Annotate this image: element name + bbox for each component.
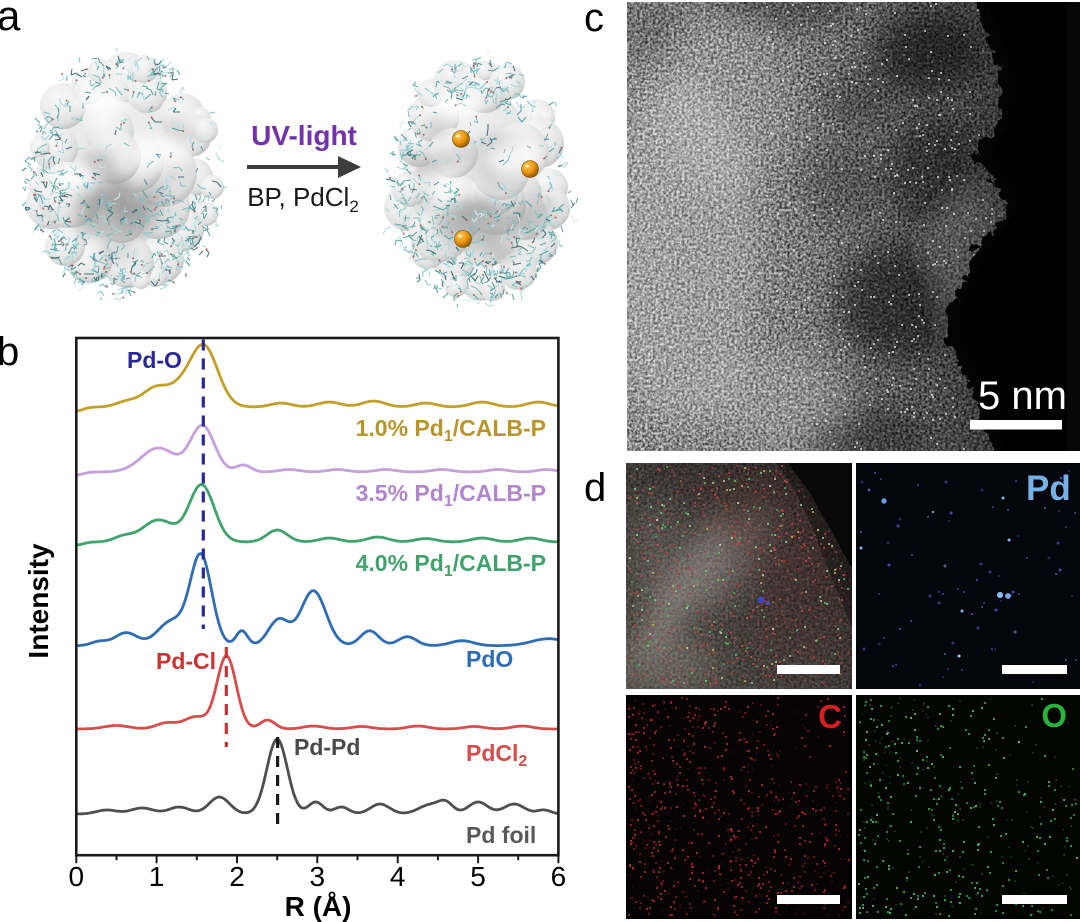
svg-text:Intensity: Intensity	[23, 543, 54, 659]
svg-text:Pd-Cl: Pd-Cl	[156, 648, 216, 674]
svg-text:4.0% Pd1/CALB-P: 4.0% Pd1/CALB-P	[356, 550, 546, 580]
svg-text:Pd-Pd: Pd-Pd	[294, 734, 360, 760]
svg-text:2: 2	[229, 861, 245, 892]
svg-text:5: 5	[470, 861, 486, 892]
svg-text:Pd: Pd	[1026, 469, 1071, 508]
svg-text:R (Å): R (Å)	[285, 891, 352, 922]
svg-text:PdCl2: PdCl2	[466, 740, 527, 770]
svg-text:O: O	[1041, 697, 1067, 734]
svg-text:3: 3	[310, 861, 326, 892]
svg-text:3.5% Pd1/CALB-P: 3.5% Pd1/CALB-P	[356, 480, 546, 510]
svg-text:Pd foil: Pd foil	[466, 822, 536, 848]
svg-text:C: C	[818, 698, 842, 735]
svg-text:0: 0	[69, 861, 85, 892]
svg-text:6: 6	[551, 861, 567, 892]
svg-text:5 nm: 5 nm	[978, 374, 1067, 418]
svg-text:1: 1	[149, 861, 165, 892]
svg-text:1.0% Pd1/CALB-P: 1.0% Pd1/CALB-P	[356, 415, 546, 445]
svg-text:4: 4	[390, 861, 406, 892]
svg-text:PdO: PdO	[466, 646, 513, 672]
svg-text:Pd-O: Pd-O	[127, 347, 182, 373]
